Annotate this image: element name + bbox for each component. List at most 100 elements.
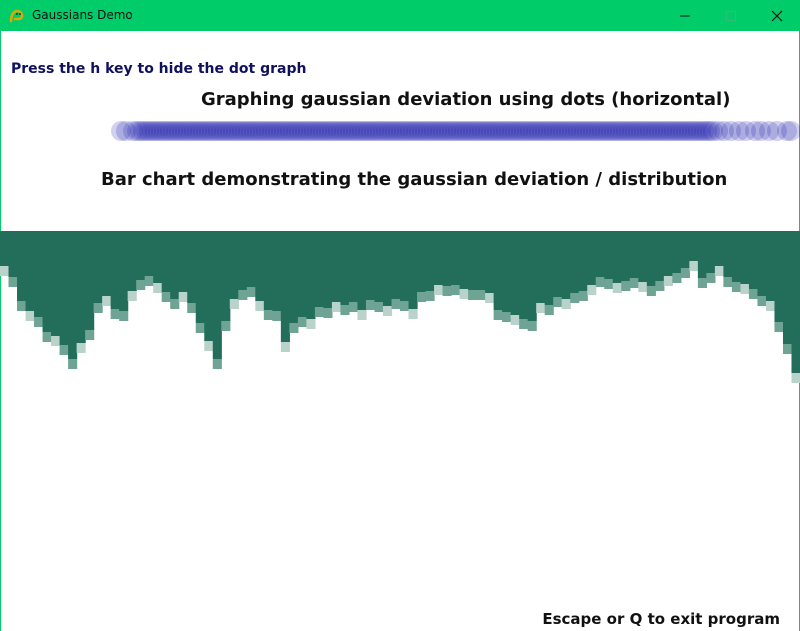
bar	[323, 231, 333, 308]
bar	[59, 231, 69, 345]
bar	[510, 231, 520, 315]
bar	[527, 231, 537, 321]
bar	[340, 231, 350, 305]
dot-point	[406, 121, 426, 141]
title-bar[interactable]: Gaussians Demo	[0, 0, 800, 31]
bar-tip	[434, 285, 444, 295]
dot-point	[484, 121, 504, 141]
bar-tip	[629, 278, 639, 288]
dot-point	[460, 121, 480, 141]
dot-point	[370, 121, 390, 141]
bar	[331, 231, 342, 302]
dot-point	[619, 121, 639, 141]
bar-tip	[331, 302, 342, 312]
dot-point	[157, 121, 177, 141]
window-border-left	[0, 31, 1, 631]
dot-point	[310, 121, 330, 141]
dot-point	[634, 121, 654, 141]
bar	[544, 231, 554, 305]
bar	[646, 231, 656, 286]
dot-point	[469, 121, 489, 141]
bar-tip	[757, 296, 767, 306]
pygame-snake-icon	[9, 9, 24, 23]
bar	[272, 231, 282, 311]
bar	[382, 231, 393, 306]
bar-tip	[561, 299, 571, 309]
dot-point	[123, 121, 143, 141]
bar	[204, 231, 214, 341]
dot-point	[445, 121, 465, 141]
dot-point	[163, 121, 183, 141]
bar-tip	[587, 285, 597, 295]
bar-tip	[93, 303, 103, 313]
dot-point	[559, 121, 579, 141]
dot-point	[169, 121, 189, 141]
dot-point	[292, 121, 312, 141]
dot-point	[493, 121, 513, 141]
dot-point	[604, 121, 624, 141]
bar	[0, 231, 10, 266]
bar-tip	[493, 310, 503, 320]
bar-tip	[110, 309, 120, 319]
dot-point	[553, 121, 573, 141]
dot-point	[442, 121, 462, 141]
bar-tip	[476, 290, 486, 300]
dot-point	[592, 121, 612, 141]
bar-tip	[442, 286, 452, 296]
dot-point	[307, 121, 327, 141]
dot-point	[694, 121, 714, 141]
bar	[42, 231, 52, 332]
dot-point	[343, 121, 363, 141]
bar	[238, 231, 248, 290]
dot-point	[340, 121, 360, 141]
dot-point	[637, 121, 657, 141]
close-icon	[771, 10, 783, 22]
dot-point	[316, 121, 336, 141]
dot-point	[394, 121, 414, 141]
minimize-button[interactable]	[662, 0, 708, 31]
bar-tip	[340, 305, 350, 315]
dot-point	[511, 121, 531, 141]
dot-point	[568, 121, 588, 141]
dot-point	[337, 121, 357, 141]
dot-point	[235, 121, 255, 141]
bar-tip	[195, 323, 205, 333]
maximize-icon	[726, 11, 736, 21]
dot-point	[472, 121, 492, 141]
dot-point	[361, 121, 381, 141]
bar	[680, 231, 690, 268]
dot-point	[175, 121, 195, 141]
dot-point	[127, 121, 147, 141]
dot-point	[253, 121, 273, 141]
dot-point	[598, 121, 618, 141]
bar	[221, 231, 231, 321]
dot-point	[139, 121, 159, 141]
bar-tip	[553, 297, 563, 307]
dot-point	[412, 121, 432, 141]
dot-point	[211, 121, 231, 141]
bar	[255, 231, 265, 301]
bar-tip	[187, 303, 197, 313]
bar-tip	[153, 283, 163, 293]
maximize-button[interactable]	[708, 0, 754, 31]
dot-point	[682, 121, 702, 141]
bar	[374, 231, 384, 302]
dot-point	[583, 121, 603, 141]
dot-point	[391, 121, 411, 141]
bar	[195, 231, 205, 323]
dot-point	[655, 121, 675, 141]
dot-point	[322, 121, 342, 141]
close-button[interactable]	[754, 0, 800, 31]
dot-point	[181, 121, 201, 141]
bar-tip	[68, 359, 78, 369]
bar-tip	[51, 336, 61, 346]
bar	[306, 231, 316, 319]
dot-point	[529, 121, 549, 141]
bar-tip	[680, 268, 690, 278]
bar	[570, 231, 580, 293]
hide-dots-hint: Press the h key to hide the dot graph	[11, 61, 307, 77]
bar-tip	[204, 341, 214, 351]
dot-point	[184, 121, 204, 141]
dot-point	[526, 121, 546, 141]
bar	[110, 231, 120, 309]
